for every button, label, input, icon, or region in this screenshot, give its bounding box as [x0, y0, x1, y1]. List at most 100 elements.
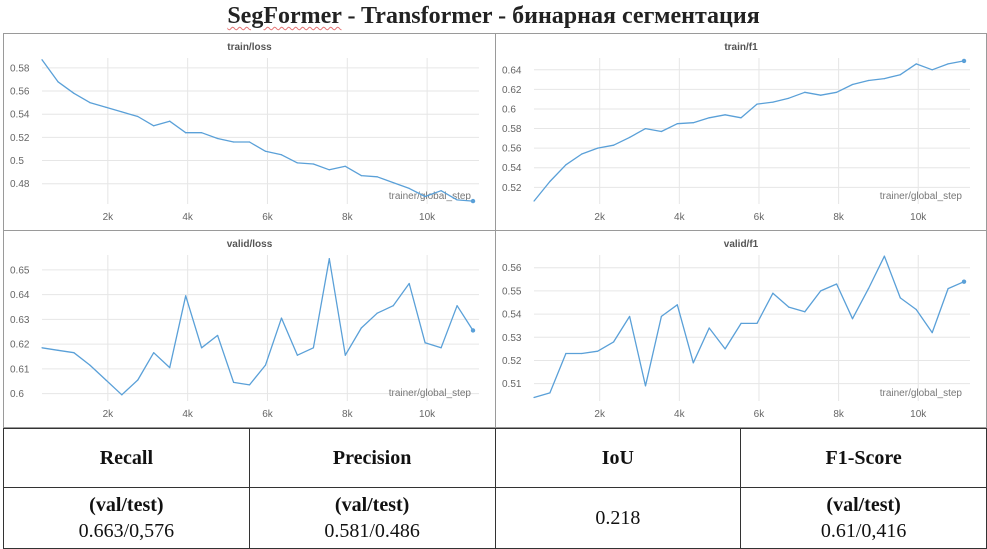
- data-point: [947, 288, 949, 290]
- y-tick-label: 0.54: [502, 163, 522, 174]
- chart-title: train/loss: [227, 42, 272, 53]
- data-point: [867, 288, 870, 290]
- data-point: [201, 132, 203, 134]
- data-point: [185, 132, 187, 134]
- metrics-header-row: Recall Precision IoU F1-Score: [3, 428, 987, 488]
- header-precision: Precision: [248, 428, 496, 488]
- data-point: [216, 137, 219, 140]
- series-end-point: [470, 328, 476, 333]
- y-tick-label: 0.53: [502, 333, 522, 344]
- data-point: [424, 195, 426, 198]
- x-tick-label: 4k: [674, 212, 686, 223]
- precision-value: 0.581/0.486: [324, 520, 420, 542]
- page-title: SegFormer - Transformer - бинарная сегме…: [0, 0, 987, 32]
- y-tick-label: 0.6: [502, 104, 516, 115]
- data-point: [676, 123, 678, 125]
- precision-split-label: (val/test): [334, 494, 410, 516]
- data-point: [232, 381, 235, 384]
- y-tick-label: 0.5: [10, 156, 24, 167]
- data-point: [692, 122, 694, 124]
- series-end-point: [470, 198, 476, 204]
- data-point: [931, 332, 933, 334]
- series-end-point: [961, 279, 967, 284]
- iou-value: 0.218: [595, 507, 641, 529]
- y-tick-label: 0.56: [10, 87, 30, 98]
- page-title-model: SegFormer: [227, 3, 342, 29]
- data-point: [628, 136, 631, 138]
- data-point: [597, 147, 599, 149]
- chart-title: valid/f1: [724, 239, 759, 250]
- data-point: [836, 91, 838, 93]
- data-point: [264, 150, 267, 152]
- data-point: [280, 317, 283, 319]
- data-point: [772, 292, 774, 294]
- y-tick-label: 0.64: [10, 290, 30, 301]
- x-tick-label: 6k: [754, 409, 766, 420]
- data-point: [312, 347, 314, 349]
- f1-split-label: (val/test): [826, 494, 901, 516]
- data-point: [456, 199, 458, 201]
- data-point: [248, 384, 251, 386]
- data-point: [899, 297, 901, 299]
- data-point: [756, 322, 758, 324]
- data-point: [740, 117, 742, 119]
- data-point: [820, 290, 822, 292]
- data-point: [392, 181, 394, 184]
- data-point: [408, 282, 410, 285]
- data-point: [867, 79, 870, 82]
- data-point: [153, 352, 155, 354]
- x-tick-label: 2k: [594, 212, 606, 223]
- data-point: [565, 164, 567, 166]
- cell-iou: 0.218: [494, 487, 742, 549]
- series-line: [533, 60, 965, 202]
- y-tick-label: 0.56: [502, 263, 522, 274]
- data-point: [549, 180, 551, 183]
- y-tick-label: 0.48: [10, 179, 30, 190]
- data-point: [628, 315, 631, 318]
- x-axis-label: trainer/global_step: [389, 388, 472, 399]
- data-point: [915, 63, 917, 65]
- f1-value: 0.61/0,416: [820, 520, 907, 542]
- data-point: [344, 354, 346, 356]
- data-point: [915, 308, 917, 311]
- data-point: [533, 200, 535, 202]
- data-point: [565, 352, 567, 355]
- data-point: [533, 396, 535, 399]
- data-point: [41, 347, 43, 349]
- data-point: [440, 190, 442, 192]
- data-point: [408, 187, 410, 189]
- data-point: [692, 362, 694, 364]
- data-point: [296, 354, 299, 356]
- chart-panel-train-f1: train/f1 0.52 0.54 0.56 0.58 0.6 0.62 0.64 2k 4k 6…: [495, 33, 987, 231]
- data-point: [312, 163, 314, 165]
- header-iou: IoU: [494, 428, 742, 488]
- series-line: [41, 59, 474, 202]
- data-point: [105, 379, 107, 381]
- data-point: [660, 130, 663, 133]
- data-point: [153, 125, 155, 127]
- data-point: [804, 311, 806, 313]
- x-tick-label: 8k: [342, 409, 354, 420]
- data-point: [121, 394, 123, 396]
- data-point: [788, 97, 790, 99]
- data-point: [644, 385, 647, 387]
- data-point: [851, 83, 854, 86]
- data-point: [57, 81, 59, 83]
- x-tick-label: 6k: [262, 409, 274, 420]
- recall-split-label: (val/test): [89, 494, 164, 516]
- data-point: [613, 341, 615, 343]
- data-point: [248, 141, 251, 143]
- data-point: [57, 349, 59, 351]
- x-tick-label: 4k: [182, 212, 194, 223]
- data-point: [216, 334, 219, 337]
- data-point: [73, 352, 75, 354]
- y-tick-label: 0.55: [502, 286, 522, 297]
- chart-svg: valid/f1 0.51 0.52 0.53 0.54 0.55 0.56 2k 4k 6k 8k…: [502, 239, 970, 420]
- data-point: [931, 69, 933, 71]
- data-point: [121, 111, 123, 113]
- x-tick-label: 6k: [262, 212, 274, 223]
- chart-svg: train/f1 0.52 0.54 0.56 0.58 0.6 0.62 0.64 2k 4k 6…: [502, 42, 970, 223]
- x-tick-label: 4k: [182, 409, 194, 420]
- x-tick-label: 10k: [910, 212, 927, 223]
- data-point: [185, 295, 187, 297]
